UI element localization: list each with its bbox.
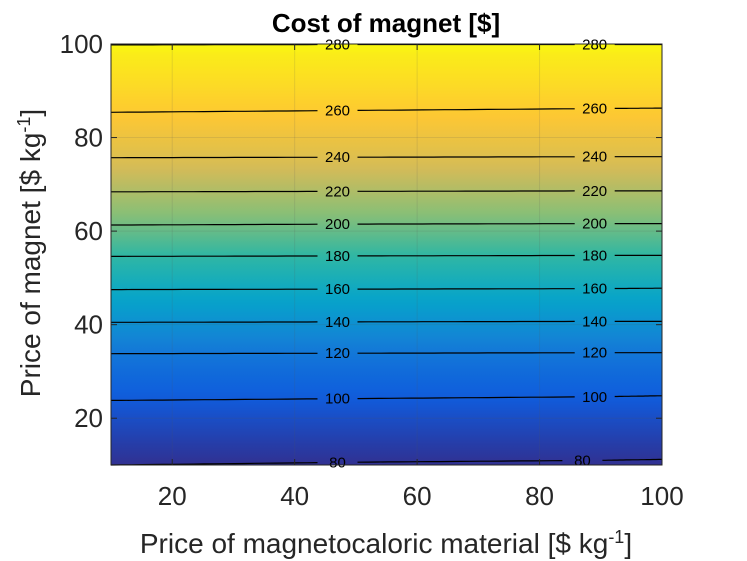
y-tick-label: 60 — [74, 216, 103, 246]
x-tick-label: 40 — [280, 481, 309, 511]
contour-label: 220 — [582, 183, 607, 200]
contour-label: 160 — [582, 281, 607, 298]
y-tick-label: 40 — [74, 310, 103, 340]
contour-label: 180 — [582, 247, 607, 264]
contour-label: 220 — [325, 183, 350, 200]
contour-label: 120 — [325, 345, 350, 362]
y-axis-label-superscript: -1 — [14, 117, 34, 133]
x-axis-label: Price of magnetocaloric material [$ kg-1… — [140, 527, 632, 559]
y-axis-label: Price of magnet [$ kg-1] — [14, 109, 46, 397]
x-axis-label-superscript: -1 — [608, 527, 624, 547]
contour-line-260 — [110, 110, 318, 113]
x-tick-label: 60 — [403, 481, 432, 511]
contour-line-100 — [357, 396, 575, 400]
axes-box — [110, 43, 663, 466]
contour-label: 100 — [582, 389, 607, 406]
chart-title: Cost of magnet [$] — [272, 8, 500, 38]
x-tick-label: 100 — [640, 481, 683, 511]
x-tick-label: 20 — [158, 481, 187, 511]
y-tick-label: 100 — [60, 29, 103, 59]
contour-label: 160 — [325, 281, 350, 298]
contour-label: 260 — [325, 103, 350, 120]
color-field — [111, 44, 662, 465]
x-axis-label-suffix: ] — [624, 528, 632, 559]
contour-label: 240 — [582, 149, 607, 166]
contour-label: 120 — [582, 345, 607, 362]
contour-line-100 — [614, 395, 662, 398]
contour-label: 180 — [325, 248, 350, 265]
contour-label: 200 — [582, 216, 607, 233]
contour-label: 140 — [582, 313, 607, 330]
contour-line-80 — [602, 458, 662, 461]
y-tick-label: 80 — [74, 123, 103, 153]
x-tick-label: 80 — [525, 481, 554, 511]
contour-label: 80 — [574, 452, 591, 469]
contour-line-200 — [111, 223, 318, 226]
contour-line-80 — [357, 460, 563, 463]
contour-line-260 — [357, 108, 575, 111]
contour-label: 80 — [329, 454, 346, 471]
contour-label: 260 — [582, 101, 607, 118]
contour-label: 280 — [325, 37, 350, 54]
contour-label: 100 — [325, 391, 350, 408]
plot-area: 80 80 100 100 120 120 140 140 160 160 180 180 200 200… — [60, 29, 684, 511]
y-axis-label-suffix: ] — [15, 109, 46, 117]
ticks — [111, 43, 663, 465]
contour-line-140 — [357, 320, 575, 323]
contour-label: 200 — [325, 216, 350, 233]
contour-label: 240 — [325, 149, 350, 166]
contour-label: 280 — [582, 36, 607, 53]
contour-label: 140 — [325, 314, 350, 331]
contour-line-100 — [111, 398, 318, 401]
y-tick-label: 20 — [74, 403, 103, 433]
